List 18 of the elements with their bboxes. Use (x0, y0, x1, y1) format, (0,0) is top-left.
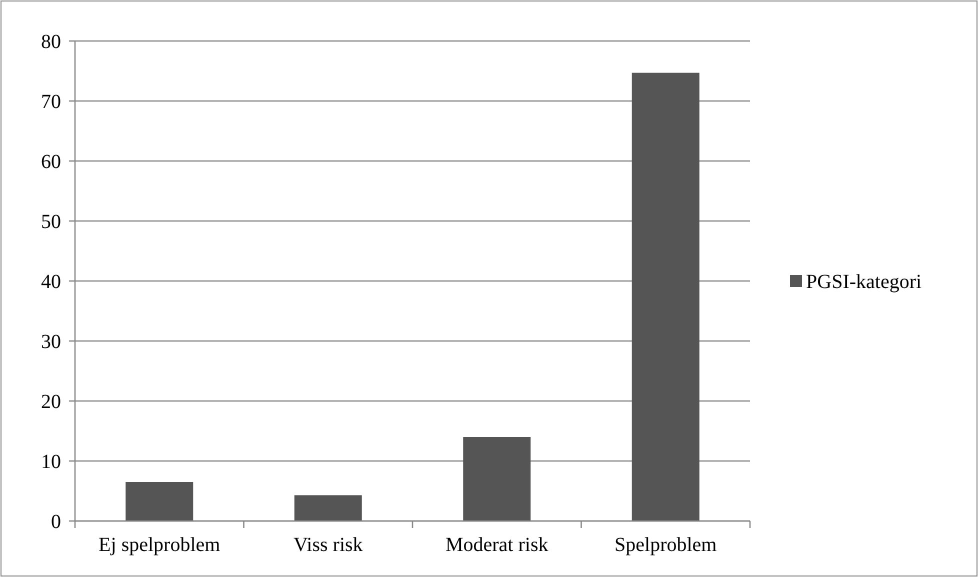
legend-label: PGSI-kategori (806, 271, 922, 293)
y-tick-label: 30 (41, 331, 61, 353)
x-tick-label: Moderat risk (445, 534, 548, 556)
y-tick-label: 40 (41, 271, 61, 293)
y-tick-label: 80 (41, 31, 61, 53)
y-tick-label: 20 (41, 391, 61, 413)
y-tick-label: 60 (41, 151, 61, 173)
y-tick-label: 50 (41, 211, 61, 233)
y-tick-label: 70 (41, 91, 61, 113)
bar (463, 437, 531, 521)
bar (294, 495, 362, 521)
x-tick-label: Viss risk (293, 534, 363, 556)
y-tick-label: 10 (41, 451, 61, 473)
bar (126, 482, 194, 521)
x-tick-label: Spelproblem (614, 534, 718, 556)
bar (632, 72, 700, 521)
y-tick-label: 0 (51, 511, 61, 533)
x-tick-label: Ej spelproblem (98, 534, 221, 556)
